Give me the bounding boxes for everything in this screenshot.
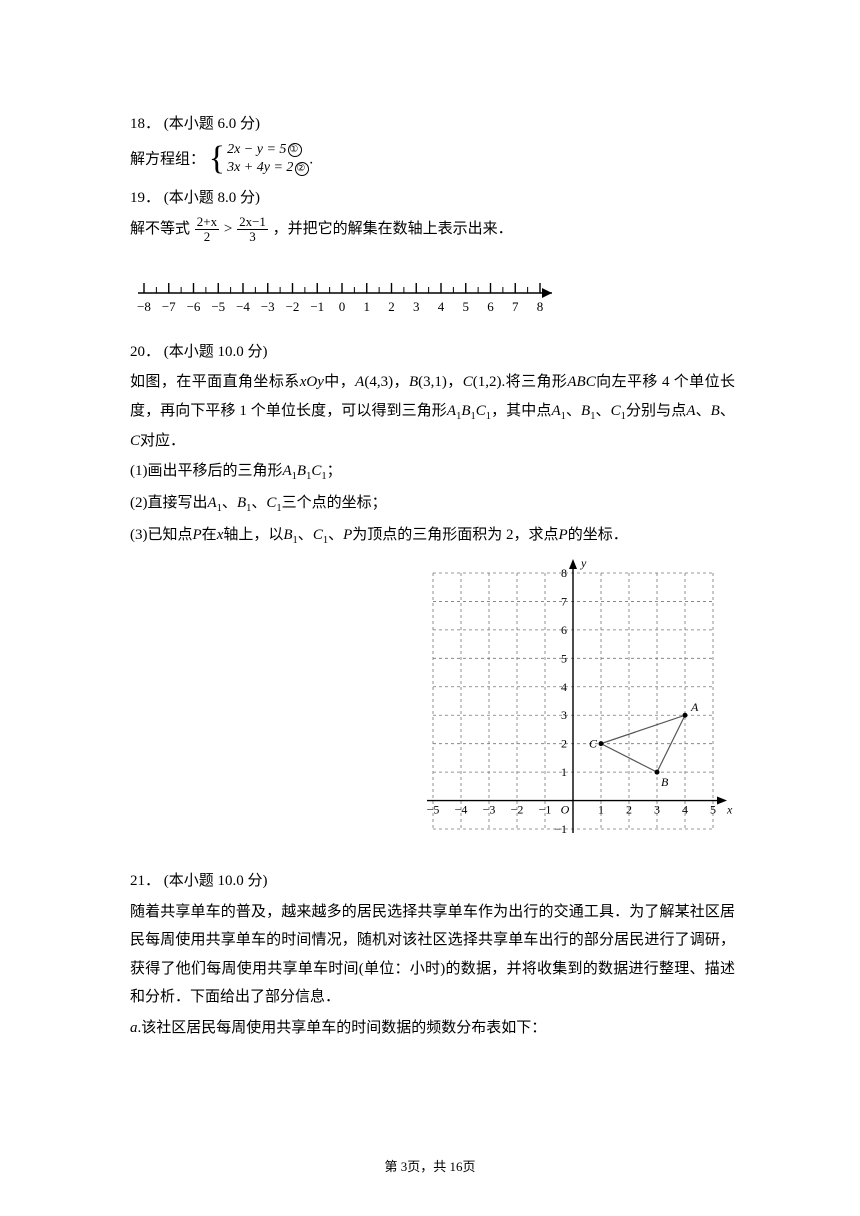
svg-text:1: 1 — [598, 803, 604, 817]
q19-frac1: 2+x 2 — [195, 215, 219, 243]
question-21: 21． (本小题 10.0 分) 随着共享单车的普及，越来越多的居民选择共享单车… — [130, 867, 735, 1042]
svg-text:B: B — [661, 775, 669, 789]
q21-item-a: a.该社区居民每周使用共享单车的时间数据的频数分布表如下： — [130, 1014, 735, 1043]
svg-text:−5: −5 — [427, 803, 440, 817]
q20-part2: (2)直接写出A1、B1、C1三个点的坐标； — [130, 489, 735, 519]
svg-text:−2: −2 — [511, 803, 524, 817]
q19-frac1-den: 2 — [202, 230, 213, 244]
svg-text:−1: −1 — [310, 299, 324, 314]
svg-text:8: 8 — [537, 299, 544, 314]
page-footer: 第 3页，共 16页 — [0, 1155, 860, 1180]
left-brace-icon: { — [209, 144, 225, 175]
svg-text:8: 8 — [561, 566, 567, 580]
q19-frac2-den: 3 — [247, 230, 258, 244]
svg-text:6: 6 — [487, 299, 494, 314]
svg-text:4: 4 — [561, 680, 567, 694]
footer-c: 页 — [463, 1159, 476, 1174]
svg-text:3: 3 — [654, 803, 660, 817]
svg-text:2: 2 — [388, 299, 395, 314]
svg-text:2: 2 — [626, 803, 632, 817]
q21-body: 随着共享单车的普及，越来越多的居民选择共享单车作为出行的交通工具．为了解某社区居… — [130, 898, 735, 1012]
svg-text:−1: −1 — [539, 803, 552, 817]
q19-prompt-a: 解不等式 — [130, 221, 190, 237]
svg-text:−6: −6 — [187, 299, 201, 314]
coordinate-grid: −5 −4 −3 −2 −1 1 2 3 4 5 −1 1 2 3 4 5 6 7 8 Ox y A B C — [415, 557, 735, 847]
number-line: −8 −7 −6 −5 −4 −3 −2 −1 0 1 2 3 4 5 6 7 8 — [130, 273, 560, 319]
svg-text:−3: −3 — [261, 299, 275, 314]
q18-period: . — [309, 151, 313, 167]
q19-body: 解不等式 2+x 2 > 2x−1 3 ，并把它的解集在数轴上表示出来． — [130, 215, 735, 244]
svg-text:1: 1 — [364, 299, 371, 314]
q20-body1: 如图，在平面直角坐标系xOy中，A(4,3)，B(3,1)，C(1,2).将三角… — [130, 368, 735, 455]
footer-b: 页，共 — [407, 1159, 449, 1174]
svg-text:−4: −4 — [455, 803, 468, 817]
svg-text:y: y — [580, 557, 587, 570]
q18-eq2-tag: ② — [295, 162, 309, 176]
question-20: 20． (本小题 10.0 分) 如图，在平面直角坐标系xOy中，A(4,3)，… — [130, 338, 735, 847]
question-19: 19． (本小题 8.0 分) 解不等式 2+x 2 > 2x−1 3 ，并把它… — [130, 184, 735, 330]
q20-part3: (3)已知点P在x轴上，以B1、C1、P为顶点的三角形面积为 2，求点P的坐标． — [130, 521, 735, 551]
footer-a: 第 — [384, 1159, 400, 1174]
svg-text:−1: −1 — [554, 822, 567, 836]
svg-text:7: 7 — [512, 299, 519, 314]
q18-body: 解方程组： { 2x − y = 5① 3x + 4y = 2② . — [130, 141, 735, 179]
question-18: 18． (本小题 6.0 分) 解方程组： { 2x − y = 5① 3x +… — [130, 110, 735, 178]
q20-points: (本小题 10.0 分) — [164, 344, 268, 360]
q21-points: (本小题 10.0 分) — [164, 873, 268, 889]
svg-text:4: 4 — [682, 803, 688, 817]
svg-text:5: 5 — [561, 652, 567, 666]
q19-gt: > — [224, 221, 236, 237]
svg-text:O: O — [561, 803, 570, 817]
svg-text:−8: −8 — [137, 299, 151, 314]
svg-text:−3: −3 — [483, 803, 496, 817]
q19-points: (本小题 8.0 分) — [164, 190, 260, 206]
q18-number: 18． — [130, 116, 160, 132]
q19-frac2-num: 2x−1 — [237, 215, 268, 230]
q20-heading: 20． (本小题 10.0 分) — [130, 338, 735, 367]
svg-text:−4: −4 — [236, 299, 250, 314]
svg-text:A: A — [690, 700, 699, 714]
q21-heading: 21． (本小题 10.0 分) — [130, 867, 735, 896]
q18-points: (本小题 6.0 分) — [164, 116, 260, 132]
svg-text:5: 5 — [463, 299, 470, 314]
footer-total: 16 — [450, 1159, 463, 1174]
q19-frac2: 2x−1 3 — [237, 215, 268, 243]
q19-numberline-wrap: −8 −7 −6 −5 −4 −3 −2 −1 0 1 2 3 4 5 6 7 8 — [130, 273, 735, 330]
svg-text:−2: −2 — [286, 299, 300, 314]
q19-frac1-num: 2+x — [195, 215, 219, 230]
q18-heading: 18． (本小题 6.0 分) — [130, 110, 735, 139]
q19-number: 19． — [130, 190, 160, 206]
svg-text:7: 7 — [561, 595, 567, 609]
q18-system: { 2x − y = 5① 3x + 4y = 2② — [209, 141, 310, 179]
q20-number: 20． — [130, 344, 160, 360]
svg-text:3: 3 — [561, 708, 567, 722]
svg-text:2: 2 — [561, 737, 567, 751]
svg-text:1: 1 — [561, 765, 567, 779]
svg-text:0: 0 — [339, 299, 346, 314]
q21-number: 21． — [130, 873, 160, 889]
q19-heading: 19． (本小题 8.0 分) — [130, 184, 735, 213]
svg-text:−7: −7 — [162, 299, 176, 314]
q19-prompt-b: ，并把它的解集在数轴上表示出来． — [273, 221, 513, 237]
q20-grid-wrap: −5 −4 −3 −2 −1 1 2 3 4 5 −1 1 2 3 4 5 6 7 8 Ox y A B C — [130, 557, 735, 847]
q18-prompt: 解方程组： — [130, 151, 205, 167]
q20-part1: (1)画出平移后的三角形A1B1C1； — [130, 457, 735, 487]
svg-text:C: C — [589, 737, 598, 751]
q18-eq1-tag: ① — [288, 143, 302, 157]
svg-text:6: 6 — [561, 623, 567, 637]
svg-text:x: x — [726, 803, 733, 817]
svg-text:−5: −5 — [211, 299, 225, 314]
q18-eq1: 2x − y = 5 — [227, 141, 286, 160]
svg-text:3: 3 — [413, 299, 420, 314]
q18-equations: 2x − y = 5① 3x + 4y = 2② — [227, 141, 309, 179]
q18-eq2: 3x + 4y = 2 — [227, 159, 293, 178]
svg-text:4: 4 — [438, 299, 445, 314]
svg-text:5: 5 — [710, 803, 716, 817]
